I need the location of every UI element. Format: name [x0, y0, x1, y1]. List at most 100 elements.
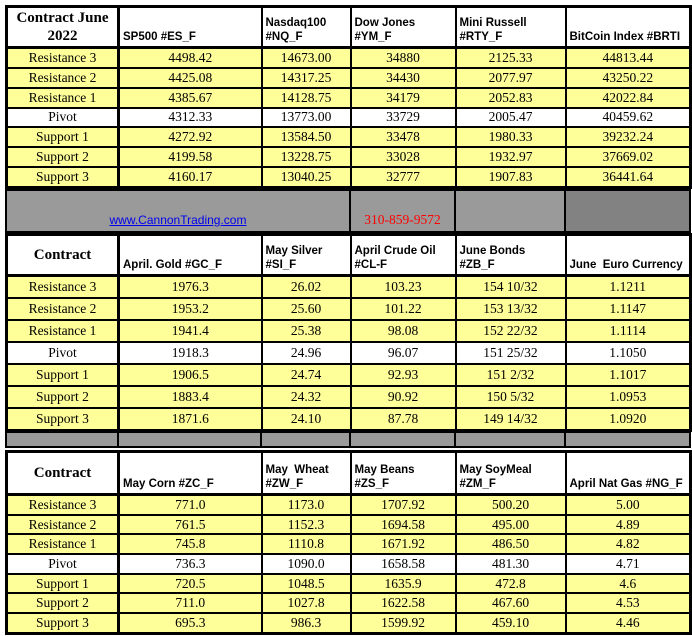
value-cell: 1976.3: [117, 274, 263, 300]
value-cell: 24.10: [260, 406, 352, 432]
table-row: Support 3 1871.6 24.10 87.78 149 14/32 1.0920: [5, 406, 692, 432]
value-cell: 24.96: [260, 340, 352, 365]
value-cell: 1932.97: [454, 146, 567, 169]
row-label: Support 3: [5, 612, 120, 635]
table-row: Resistance 1 745.8 1110.8 1671.92 486.50 4.82: [5, 533, 692, 556]
value-cell: 34179: [349, 86, 457, 109]
banner-link-cell: www.CannonTrading.com: [5, 189, 351, 233]
value-cell: 1635.9: [349, 572, 457, 595]
row-label: Support 1: [5, 126, 120, 149]
column-header: April. Gold #GC_F: [117, 233, 263, 277]
value-cell: 481.30: [454, 553, 567, 575]
value-cell: 33729: [349, 106, 457, 129]
contact-banner: www.CannonTrading.com 310-859-9572: [5, 189, 691, 233]
table-corner-header: Contract: [5, 233, 120, 277]
table-row: Support 2 711.0 1027.8 1622.58 467.60 4.53: [5, 592, 692, 615]
value-cell: 720.5: [117, 572, 263, 595]
value-cell: 44813.44: [564, 46, 692, 69]
header-row: Contract June 2022 SP500 #ES_F Nasdaq100 #…: [5, 5, 692, 49]
value-cell: 472.8: [454, 572, 567, 595]
value-cell: 467.60: [454, 592, 567, 615]
row-label: Pivot: [5, 553, 120, 575]
column-header: May Silver #SI_F: [260, 233, 352, 277]
column-header: April Crude Oil #CL-F: [349, 233, 457, 277]
value-cell: 33028: [349, 146, 457, 169]
value-cell: 4160.17: [117, 166, 263, 189]
value-cell: 1671.92: [349, 533, 457, 556]
table-row: Support 3 695.3 986.3 1599.92 459.10 4.46: [5, 612, 692, 635]
table-corner-header: Contract: [5, 450, 120, 496]
value-cell: 1907.83: [454, 166, 567, 189]
value-cell: 13040.25: [260, 166, 352, 189]
value-cell: 4272.92: [117, 126, 263, 149]
table-row: Support 3 4160.17 13040.25 32777 1907.83 3644…: [5, 166, 692, 189]
value-cell: 2005.47: [454, 106, 567, 129]
value-cell: 33478: [349, 126, 457, 149]
value-cell: 1658.58: [349, 553, 457, 575]
separator-band: [5, 431, 691, 448]
row-label: Resistance 3: [5, 274, 120, 300]
column-header: Nasdaq100 #NQ_F: [260, 5, 352, 49]
value-cell: 1048.5: [260, 572, 352, 595]
separator-cell: [5, 431, 119, 448]
value-cell: 154 10/32: [454, 274, 567, 300]
cannon-trading-link[interactable]: www.CannonTrading.com: [109, 213, 247, 227]
value-cell: 459.10: [454, 612, 567, 635]
value-cell: 1941.4: [117, 319, 263, 343]
value-cell: 486.50: [454, 533, 567, 556]
pivot-spreadsheet: Contract June 2022 SP500 #ES_F Nasdaq100 #…: [5, 5, 692, 637]
value-cell: 4385.67: [117, 86, 263, 109]
column-header: May Corn #ZC_F: [117, 450, 263, 496]
value-cell: 4.82: [564, 533, 692, 556]
value-cell: 4.6: [564, 572, 692, 595]
value-cell: 1694.58: [349, 513, 457, 536]
value-cell: 2077.97: [454, 66, 567, 89]
value-cell: 4199.58: [117, 146, 263, 169]
value-cell: 1871.6: [117, 406, 263, 432]
value-cell: 1027.8: [260, 592, 352, 615]
value-cell: 1980.33: [454, 126, 567, 149]
value-cell: 24.32: [260, 384, 352, 409]
value-cell: 711.0: [117, 592, 263, 615]
value-cell: 103.23: [349, 274, 457, 300]
value-cell: 736.3: [117, 553, 263, 575]
row-label: Support 1: [5, 572, 120, 595]
row-label: Support 3: [5, 406, 120, 432]
value-cell: 1.1114: [564, 319, 692, 343]
value-cell: 13773.00: [260, 106, 352, 129]
value-cell: 96.07: [349, 340, 457, 365]
table-row: Resistance 2 761.5 1152.3 1694.58 495.00 4.89: [5, 513, 692, 536]
separator-cell: [454, 431, 566, 448]
value-cell: 25.38: [260, 319, 352, 343]
value-cell: 34880: [349, 46, 457, 69]
value-cell: 2125.33: [454, 46, 567, 69]
value-cell: 153 13/32: [454, 297, 567, 322]
column-header: BitCoin Index #BRTI: [564, 5, 692, 49]
value-cell: 1953.2: [117, 297, 263, 322]
value-cell: 1.1147: [564, 297, 692, 322]
row-label: Resistance 3: [5, 493, 120, 516]
row-label: Support 2: [5, 384, 120, 409]
table-row: Support 1 1906.5 24.74 92.93 151 2/32 1.1017: [5, 362, 692, 387]
banner-empty-cell-dark: [564, 189, 691, 233]
value-cell: 500.20: [454, 493, 567, 516]
value-cell: 43250.22: [564, 66, 692, 89]
row-label: Resistance 2: [5, 66, 120, 89]
value-cell: 26.02: [260, 274, 352, 300]
value-cell: 34430: [349, 66, 457, 89]
value-cell: 1918.3: [117, 340, 263, 365]
value-cell: 1622.58: [349, 592, 457, 615]
column-header: May SoyMeal #ZM_F: [454, 450, 567, 496]
value-cell: 1883.4: [117, 384, 263, 409]
value-cell: 13228.75: [260, 146, 352, 169]
value-cell: 98.08: [349, 319, 457, 343]
row-label: Support 3: [5, 166, 120, 189]
value-cell: 39232.24: [564, 126, 692, 149]
value-cell: 14128.75: [260, 86, 352, 109]
row-label: Resistance 2: [5, 297, 120, 322]
value-cell: 150 5/32: [454, 384, 567, 409]
table-row: Resistance 2 1953.2 25.60 101.22 153 13/32 1.…: [5, 297, 692, 322]
column-header: April Nat Gas #NG_F: [564, 450, 692, 496]
row-label: Resistance 1: [5, 319, 120, 343]
separator-cell: [260, 431, 351, 448]
